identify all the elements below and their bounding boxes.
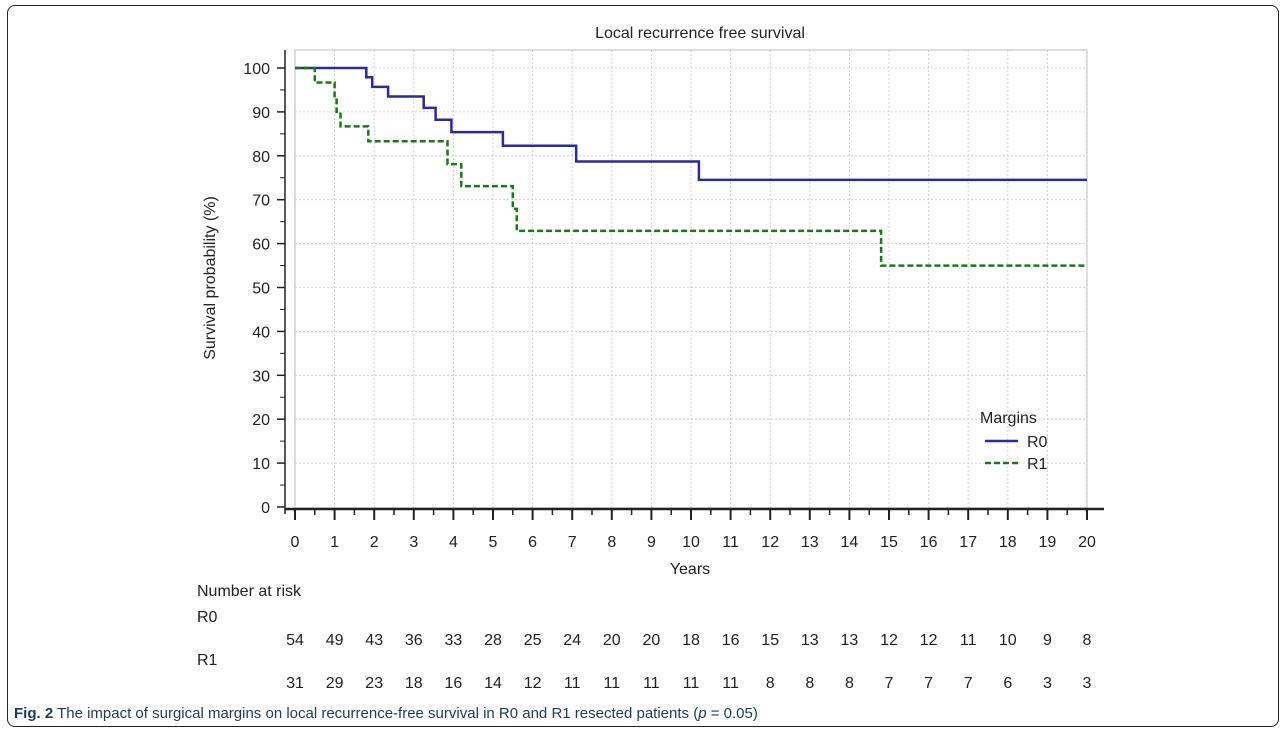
y-tick-label: 10 <box>252 456 270 473</box>
risk-value-r0: 12 <box>920 632 938 649</box>
risk-value-r0: 11 <box>960 632 977 649</box>
axes: 0 1 2 3 4 5 6 7 8 9 10 11 12 13 14 15 16 17 18 19 2001020304… <box>243 50 1104 551</box>
x-tick-label: 6 <box>528 534 537 551</box>
x-tick-label: 16 <box>920 534 938 551</box>
series-lines <box>295 66 1087 267</box>
caption-label: Fig. 2 <box>14 705 54 722</box>
y-tick-label: 0 <box>261 500 270 517</box>
legend: Margins R0 R1 <box>980 410 1048 473</box>
y-tick-label: 30 <box>252 368 270 385</box>
risk-value-r0: 28 <box>484 632 502 649</box>
y-tick-label: 100 <box>243 61 270 78</box>
x-axis-label: Years <box>670 561 710 578</box>
x-tick-label: 1 <box>330 534 339 551</box>
risk-value-r0: 33 <box>445 632 463 649</box>
x-tick-label: 2 <box>370 534 379 551</box>
risk-table-title: Number at risk <box>197 583 302 600</box>
risk-value-r1: 14 <box>484 675 502 692</box>
series-line-r0 <box>295 66 1087 182</box>
x-tick-label: 14 <box>841 534 859 551</box>
risk-value-r0: 9 <box>1043 632 1052 649</box>
risk-value-r1: 8 <box>766 675 775 692</box>
y-tick-label: 20 <box>252 412 270 429</box>
risk-value-r1: 8 <box>805 675 814 692</box>
risk-value-r1: 3 <box>1083 675 1092 692</box>
risk-value-r0: 20 <box>643 632 661 649</box>
y-tick-label: 50 <box>252 281 270 298</box>
risk-value-r1: 18 <box>405 675 423 692</box>
x-tick-label: 13 <box>801 534 819 551</box>
y-axis-label: Survival probability (%) <box>202 196 219 360</box>
caption-text-end: = 0.05) <box>706 705 758 722</box>
x-tick-label: 18 <box>999 534 1017 551</box>
risk-value-r1: 11 <box>603 675 620 692</box>
risk-value-r0: 12 <box>880 632 898 649</box>
x-tick-label: 3 <box>409 534 418 551</box>
risk-value-r1: 31 <box>286 675 304 692</box>
risk-value-r1: 11 <box>643 675 660 692</box>
risk-value-r1: 7 <box>924 675 933 692</box>
risk-value-r1: 11 <box>564 675 581 692</box>
risk-value-r0: 13 <box>841 632 859 649</box>
y-tick-label: 70 <box>252 193 270 210</box>
figure-frame <box>7 5 1279 727</box>
x-tick-label: 4 <box>449 534 458 551</box>
risk-value-r0: 13 <box>801 632 819 649</box>
caption-text: The impact of surgical margins on local … <box>53 705 699 722</box>
risk-value-r0: 25 <box>524 632 542 649</box>
grid-lines <box>294 49 1088 509</box>
risk-value-r1: 16 <box>445 675 463 692</box>
risk-value-r1: 11 <box>683 675 700 692</box>
x-tick-label: 10 <box>682 534 700 551</box>
risk-row-label-r1: R1 <box>197 652 218 669</box>
series-line-r1 <box>295 66 1087 267</box>
risk-value-r0: 24 <box>563 632 581 649</box>
risk-value-r1: 3 <box>1043 675 1052 692</box>
risk-row-label-r0: R0 <box>197 609 218 626</box>
x-tick-label: 8 <box>607 534 616 551</box>
x-tick-label: 19 <box>1039 534 1057 551</box>
risk-value-r1: 7 <box>885 675 894 692</box>
x-tick-label: 5 <box>489 534 498 551</box>
legend-label-r0: R0 <box>1027 434 1048 451</box>
risk-value-r1: 29 <box>326 675 344 692</box>
caption-p-symbol: p <box>698 705 707 722</box>
risk-value-r0: 20 <box>603 632 621 649</box>
y-tick-label: 40 <box>252 324 270 341</box>
x-tick-label: 9 <box>647 534 656 551</box>
risk-value-r0: 18 <box>682 632 700 649</box>
x-tick-label: 20 <box>1078 534 1096 551</box>
x-tick-label: 12 <box>761 534 779 551</box>
x-tick-label: 11 <box>722 534 739 551</box>
risk-value-r0: 36 <box>405 632 423 649</box>
y-tick-label: 60 <box>252 237 270 254</box>
risk-value-r1: 7 <box>964 675 973 692</box>
risk-value-r1: 11 <box>722 675 739 692</box>
y-tick-label: 80 <box>252 149 270 166</box>
risk-value-r0: 16 <box>722 632 740 649</box>
figure-caption: Fig. 2 The impact of surgical margins on… <box>14 705 758 722</box>
risk-value-r1: 6 <box>1003 675 1012 692</box>
legend-title: Margins <box>980 410 1037 427</box>
risk-value-r0: 54 <box>286 632 304 649</box>
x-tick-label: 7 <box>568 534 577 551</box>
risk-value-r0: 43 <box>365 632 383 649</box>
risk-value-r1: 23 <box>365 675 383 692</box>
risk-value-r0: 8 <box>1083 632 1092 649</box>
chart-title: Local recurrence free survival <box>595 25 805 42</box>
risk-value-r1: 8 <box>845 675 854 692</box>
risk-value-r0: 49 <box>326 632 344 649</box>
legend-label-r1: R1 <box>1027 456 1048 473</box>
risk-value-r0: 10 <box>999 632 1017 649</box>
risk-value-r1: 12 <box>524 675 542 692</box>
risk-value-r0: 15 <box>761 632 779 649</box>
x-tick-label: 15 <box>880 534 898 551</box>
y-tick-label: 90 <box>252 105 270 122</box>
x-tick-label: 0 <box>291 534 300 551</box>
x-tick-label: 17 <box>959 534 977 551</box>
